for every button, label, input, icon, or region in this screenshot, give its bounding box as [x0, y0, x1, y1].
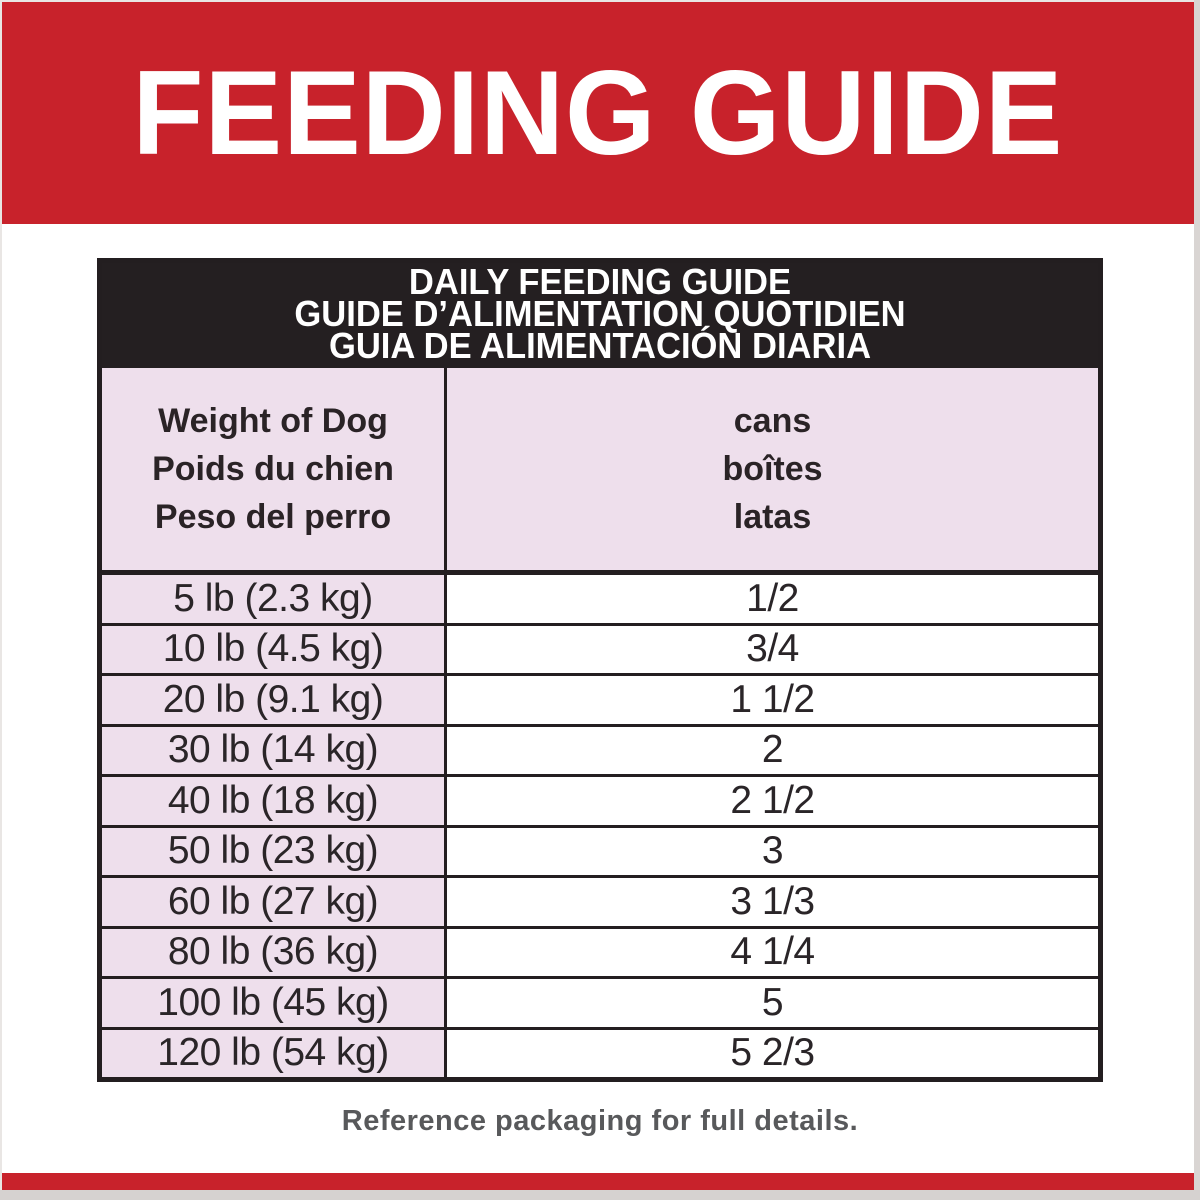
cans-cell: 3/4	[447, 625, 1098, 673]
table-title-french: GUIDE D’ALIMENTATION QUOTIDIEN	[294, 293, 906, 334]
weight-header-french: Poids du chien	[152, 450, 394, 488]
table-body: 5 lb (2.3 kg) 1/2 10 lb (4.5 kg) 3/4 20 lb (…	[102, 575, 1098, 1077]
page-left-edge	[0, 0, 2, 1200]
weight-cell: 5 lb (2.3 kg)	[102, 575, 447, 623]
weight-header-spanish: Peso del perro	[154, 498, 392, 536]
weight-cell: 120 lb (54 kg)	[102, 1029, 447, 1077]
weight-column-header: Weight of Dog Poids du chien Peso del pe…	[102, 368, 447, 570]
cans-cell: 2 1/2	[447, 777, 1098, 825]
table-row: 30 lb (14 kg) 2	[102, 723, 1098, 774]
cans-column-header: cans boîtes latas	[447, 368, 1098, 570]
table-title-block: DAILY FEEDING GUIDE GUIDE D’ALIMENTATION…	[102, 263, 1098, 368]
table-row: 80 lb (36 kg) 4 1/4	[102, 925, 1098, 976]
feeding-guide-banner: FEEDING GUIDE	[2, 2, 1194, 224]
footer-note: Reference packaging for full details.	[341, 1105, 859, 1137]
cans-cell: 4 1/4	[447, 928, 1098, 976]
weight-cell: 100 lb (45 kg)	[102, 979, 447, 1027]
cans-header-english: cans	[733, 402, 812, 440]
cans-header-spanish: latas	[733, 498, 812, 536]
cans-cell: 1 1/2	[447, 676, 1098, 724]
table-title-spanish: GUIA DE ALIMENTACIÓN DIARIA	[328, 325, 872, 366]
cans-cell: 5 2/3	[447, 1029, 1098, 1077]
cans-cell: 3 1/3	[447, 878, 1098, 926]
weight-header-english: Weight of Dog	[158, 402, 388, 440]
table-row: 10 lb (4.5 kg) 3/4	[102, 622, 1098, 673]
column-header-row: Weight of Dog Poids du chien Peso del pe…	[102, 368, 1098, 575]
cans-cell: 3	[447, 827, 1098, 875]
page-top-edge	[0, 0, 1200, 2]
page-right-edge	[1194, 0, 1200, 1190]
bottom-red-strip	[2, 1173, 1194, 1190]
table-row: 60 lb (27 kg) 3 1/3	[102, 875, 1098, 926]
page-title: FEEDING GUIDE	[132, 46, 1064, 180]
cans-header-french: boîtes	[722, 450, 823, 488]
weight-cell: 80 lb (36 kg)	[102, 928, 447, 976]
weight-cell: 20 lb (9.1 kg)	[102, 676, 447, 724]
table-row: 40 lb (18 kg) 2 1/2	[102, 774, 1098, 825]
bottom-edge	[0, 1190, 1200, 1200]
table-row: 5 lb (2.3 kg) 1/2	[102, 575, 1098, 623]
weight-cell: 40 lb (18 kg)	[102, 777, 447, 825]
weight-cell: 10 lb (4.5 kg)	[102, 625, 447, 673]
cans-cell: 1/2	[447, 575, 1098, 623]
cans-cell: 2	[447, 726, 1098, 774]
weight-cell: 30 lb (14 kg)	[102, 726, 447, 774]
table-row: 20 lb (9.1 kg) 1 1/2	[102, 673, 1098, 724]
daily-feeding-table: DAILY FEEDING GUIDE GUIDE D’ALIMENTATION…	[97, 258, 1103, 1082]
table-row: 50 lb (23 kg) 3	[102, 824, 1098, 875]
weight-cell: 50 lb (23 kg)	[102, 827, 447, 875]
table-row: 100 lb (45 kg) 5	[102, 976, 1098, 1027]
table-title-english: DAILY FEEDING GUIDE	[408, 261, 792, 302]
weight-cell: 60 lb (27 kg)	[102, 878, 447, 926]
cans-cell: 5	[447, 979, 1098, 1027]
table-row: 120 lb (54 kg) 5 2/3	[102, 1026, 1098, 1077]
